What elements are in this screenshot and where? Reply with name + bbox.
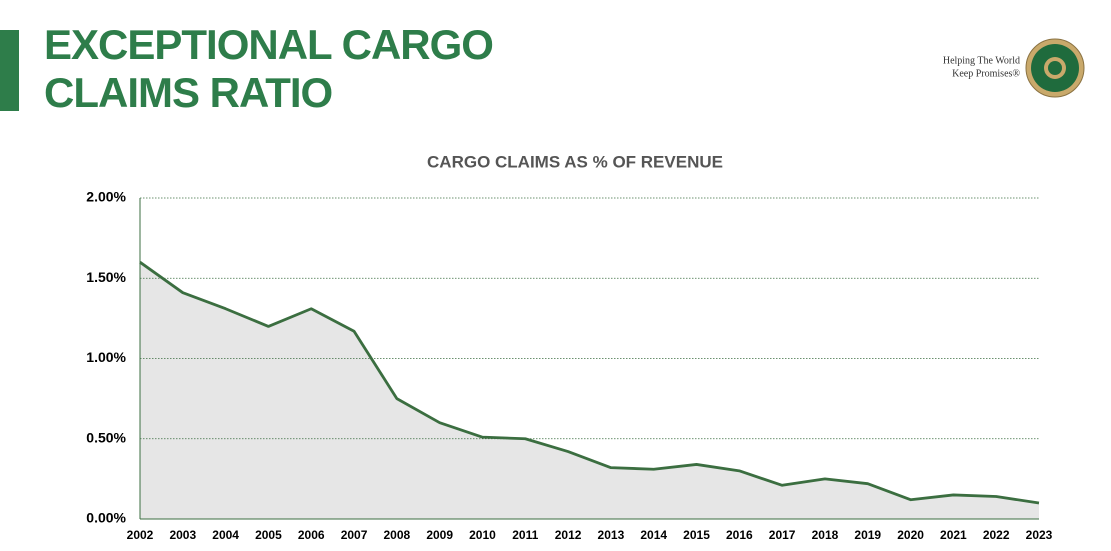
x-tick-label: 2017: [769, 528, 796, 542]
x-tick-label: 2021: [940, 528, 967, 542]
x-tick-label: 2016: [726, 528, 753, 542]
x-tick-label: 2006: [298, 528, 325, 542]
slide-title: CLAIMS RATIO: [44, 69, 332, 116]
y-tick-label: 1.50%: [86, 269, 126, 285]
x-tick-label: 2011: [512, 528, 538, 542]
x-tick-label: 2014: [640, 528, 667, 542]
x-tick-label: 2019: [854, 528, 881, 542]
x-tick-label: 2013: [598, 528, 625, 542]
area: [140, 262, 1039, 519]
x-tick-label: 2018: [812, 528, 839, 542]
x-tick-label: 2003: [169, 528, 196, 542]
slide-title: EXCEPTIONAL CARGO: [44, 21, 493, 68]
line: [139, 261, 1040, 505]
x-tick-label: 2010: [469, 528, 496, 542]
chart-title: CARGO CLAIMS AS % OF REVENUE: [427, 152, 723, 171]
accent-bar: [0, 30, 19, 111]
tagline: Keep Promises®: [952, 68, 1020, 79]
x-tick-label: 2009: [426, 528, 453, 542]
x-tick-label: 2012: [555, 528, 582, 542]
y-tick-label: 0.00%: [86, 510, 126, 526]
x-tick-label: 2005: [255, 528, 282, 542]
tagline: Helping The World: [943, 55, 1020, 66]
y-tick-label: 2.00%: [86, 189, 126, 205]
x-tick-label: 2004: [212, 528, 239, 542]
x-tick-label: 2015: [683, 528, 710, 542]
x-tick-label: 2008: [384, 528, 411, 542]
x-tick-label: 2002: [127, 528, 154, 542]
x-tick-label: 2020: [897, 528, 924, 542]
x-tick-label: 2007: [341, 528, 368, 542]
x-tick-label: 2023: [1026, 528, 1053, 542]
y-tick-label: 1.00%: [86, 349, 126, 365]
logo: [1025, 38, 1085, 98]
y-tick-label: 0.50%: [86, 429, 126, 445]
plot: 0.00% 0.50% 1.00% 1.50% 2.00% 2002 2003 2004 200…: [86, 189, 1052, 542]
x-tick-label: 2022: [983, 528, 1010, 542]
